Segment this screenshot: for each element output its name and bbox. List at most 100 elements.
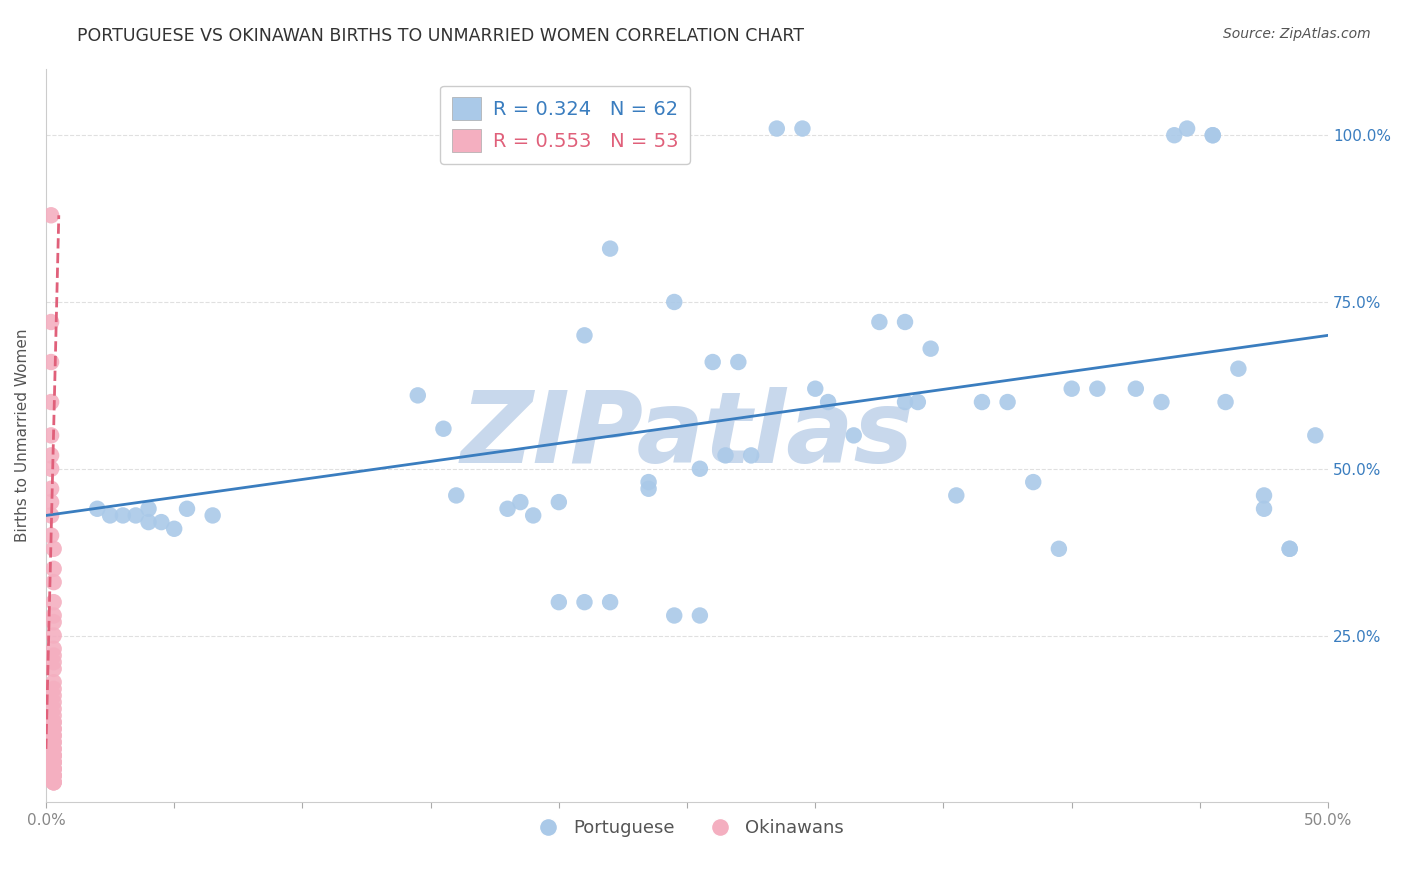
Point [817,395,839,409]
Point [1278,541,1301,556]
Point [42,768,65,782]
Point [39,428,62,442]
Point [868,315,890,329]
Point [1163,128,1185,143]
Point [42,729,65,743]
Point [42,715,65,730]
Point [39,508,62,523]
Point [42,662,65,676]
Point [42,715,65,730]
Point [1202,128,1225,143]
Legend: Portuguese, Okinawans: Portuguese, Okinawans [523,812,851,845]
Point [894,395,917,409]
Text: ZIPatlas: ZIPatlas [461,387,914,483]
Point [1060,382,1083,396]
Point [42,689,65,703]
Point [176,501,198,516]
Point [42,648,65,663]
Point [509,495,531,509]
Point [42,695,65,709]
Point [42,748,65,763]
Point [42,541,65,556]
Point [42,708,65,723]
Point [42,655,65,669]
Point [804,382,827,396]
Point [432,422,454,436]
Point [39,495,62,509]
Point [39,355,62,369]
Point [727,355,749,369]
Point [1253,501,1275,516]
Point [42,748,65,763]
Point [42,775,65,789]
Point [150,515,173,529]
Point [42,756,65,770]
Point [42,675,65,690]
Point [1125,382,1147,396]
Point [1305,428,1327,442]
Point [702,355,724,369]
Point [765,121,787,136]
Point [42,742,65,756]
Point [637,475,659,489]
Point [42,748,65,763]
Point [1253,488,1275,502]
Point [42,756,65,770]
Point [125,508,148,523]
Point [42,762,65,776]
Point [1278,541,1301,556]
Point [42,722,65,736]
Point [496,501,519,516]
Point [599,242,621,256]
Point [637,482,659,496]
Point [522,508,544,523]
Point [42,735,65,749]
Point [39,462,62,476]
Point [970,395,993,409]
Point [792,121,814,136]
Point [39,208,62,222]
Point [1150,395,1173,409]
Point [42,575,65,590]
Point [138,501,160,516]
Point [907,395,929,409]
Point [42,641,65,656]
Point [406,388,429,402]
Point [42,775,65,789]
Point [42,762,65,776]
Point [39,315,62,329]
Point [446,488,468,502]
Point [1227,361,1250,376]
Point [163,522,186,536]
Point [1175,121,1198,136]
Point [714,449,737,463]
Point [39,528,62,542]
Point [894,315,917,329]
Point [920,342,942,356]
Point [42,729,65,743]
Point [574,595,596,609]
Point [42,762,65,776]
Point [689,608,711,623]
Point [42,702,65,716]
Point [86,501,108,516]
Point [201,508,224,523]
Point [42,681,65,696]
Y-axis label: Births to Unmarried Women: Births to Unmarried Women [15,328,30,542]
Point [42,615,65,629]
Point [842,428,865,442]
Point [42,722,65,736]
Point [1047,541,1070,556]
Point [689,462,711,476]
Point [997,395,1019,409]
Point [1085,382,1108,396]
Point [1202,128,1225,143]
Point [42,595,65,609]
Point [42,756,65,770]
Point [740,449,762,463]
Point [111,508,134,523]
Point [39,395,62,409]
Text: PORTUGUESE VS OKINAWAN BIRTHS TO UNMARRIED WOMEN CORRELATION CHART: PORTUGUESE VS OKINAWAN BIRTHS TO UNMARRI… [77,27,804,45]
Point [547,495,569,509]
Point [39,482,62,496]
